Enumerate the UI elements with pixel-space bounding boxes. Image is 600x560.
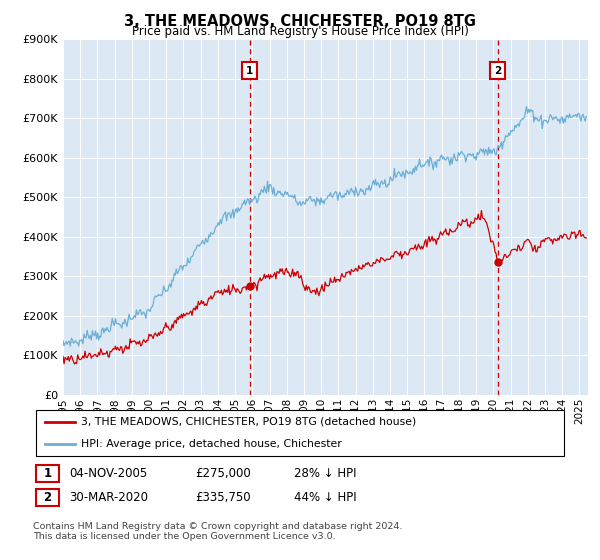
Text: 28% ↓ HPI: 28% ↓ HPI	[294, 466, 356, 480]
Text: £335,750: £335,750	[195, 491, 251, 504]
Text: Price paid vs. HM Land Registry's House Price Index (HPI): Price paid vs. HM Land Registry's House …	[131, 25, 469, 38]
Text: Contains HM Land Registry data © Crown copyright and database right 2024.
This d: Contains HM Land Registry data © Crown c…	[33, 522, 403, 542]
Text: 3, THE MEADOWS, CHICHESTER, PO19 8TG: 3, THE MEADOWS, CHICHESTER, PO19 8TG	[124, 14, 476, 29]
Text: £275,000: £275,000	[195, 466, 251, 480]
Text: 1: 1	[246, 66, 253, 76]
Text: 2: 2	[494, 66, 501, 76]
Text: 30-MAR-2020: 30-MAR-2020	[69, 491, 148, 504]
Text: 2: 2	[43, 491, 52, 504]
Text: 04-NOV-2005: 04-NOV-2005	[69, 466, 147, 480]
Text: HPI: Average price, detached house, Chichester: HPI: Average price, detached house, Chic…	[81, 439, 342, 449]
Text: 1: 1	[43, 466, 52, 480]
Text: 3, THE MEADOWS, CHICHESTER, PO19 8TG (detached house): 3, THE MEADOWS, CHICHESTER, PO19 8TG (de…	[81, 417, 416, 427]
Text: 44% ↓ HPI: 44% ↓ HPI	[294, 491, 356, 504]
